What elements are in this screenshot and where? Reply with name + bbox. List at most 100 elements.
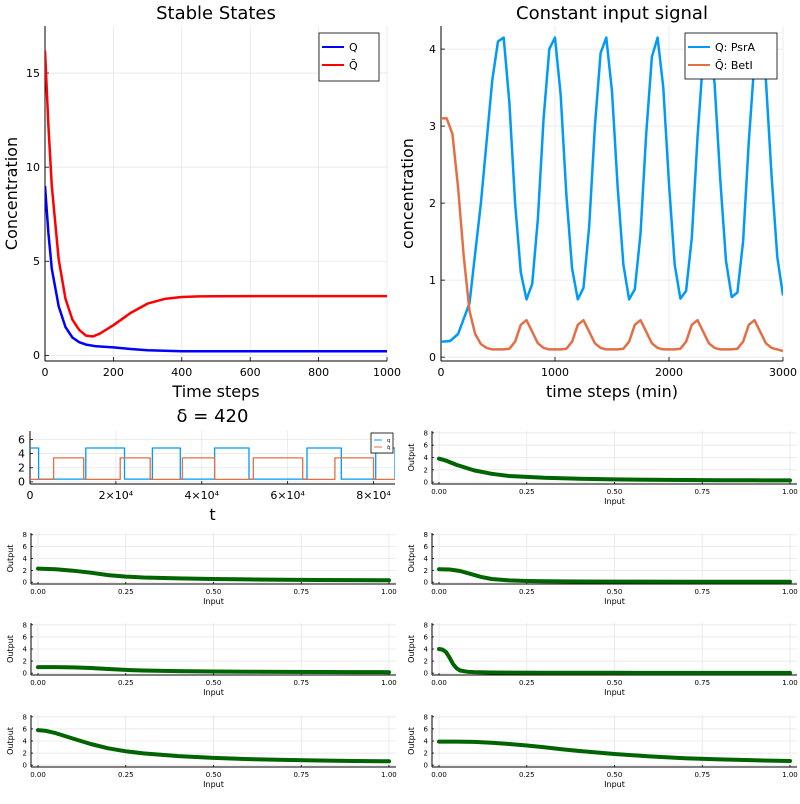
x-axis-label: Input bbox=[604, 497, 625, 506]
y-tick-label: 6 bbox=[18, 433, 25, 446]
series-line-1 bbox=[30, 447, 395, 480]
x-tick-label: 0.75 bbox=[293, 771, 309, 779]
chart-title: Stable States bbox=[156, 3, 276, 24]
y-tick-label: 2 bbox=[23, 750, 27, 758]
y-tick-label: 0 bbox=[424, 579, 428, 587]
x-tick-label: 0.00 bbox=[431, 771, 447, 779]
x-tick-label: 1.00 bbox=[782, 488, 798, 496]
x-tick-label: 200 bbox=[103, 366, 124, 379]
y-tick-label: 0 bbox=[23, 670, 27, 678]
x-tick-label: 3000 bbox=[769, 366, 797, 379]
x-tick-label: 1.00 bbox=[782, 588, 798, 596]
x-tick-label: 1.00 bbox=[381, 771, 397, 779]
x-tick-label: 0.25 bbox=[519, 488, 535, 496]
y-tick-label: 4 bbox=[18, 447, 25, 460]
y-tick-label: 6 bbox=[424, 543, 429, 551]
chart-panel-8: 0.00 0.25 0.50 0.75 1.00 0 2 4 6 8 Input Output bbox=[407, 621, 798, 697]
y-tick-label: 0 bbox=[33, 349, 40, 362]
series-line-2 bbox=[45, 50, 387, 338]
y-tick-label: 2 bbox=[424, 658, 428, 666]
x-tick-label: 0.75 bbox=[293, 588, 309, 596]
x-axis-label: time steps (min) bbox=[546, 382, 678, 401]
x-tick-label: 0.25 bbox=[519, 588, 535, 596]
x-tick-label: 4×10⁴ bbox=[184, 489, 219, 502]
legend: Q: PsrA Q̄: BetI bbox=[684, 32, 778, 80]
x-axis-label: Time steps bbox=[171, 382, 259, 401]
chart-panel-5: 0.00 0.25 0.50 0.75 1.00 0 2 4 6 8 Input Output bbox=[6, 531, 397, 606]
legend-box bbox=[318, 32, 380, 82]
chart-panel-4: 0.00 0.25 0.50 0.75 1.00 0 2 4 6 8 Input Output bbox=[407, 429, 798, 506]
series-line-1 bbox=[441, 36, 783, 343]
legend: qq̄ bbox=[370, 432, 394, 454]
x-tick-label: 0.25 bbox=[118, 588, 134, 596]
x-tick-label: 0 bbox=[42, 366, 49, 379]
series-line bbox=[36, 728, 391, 764]
x-axis-label: Input bbox=[203, 688, 224, 697]
x-tick-label: 0.75 bbox=[293, 679, 309, 687]
y-tick-label: 0 bbox=[424, 762, 428, 770]
chart-panel-2: 0 1000 2000 3000 0 1 2 3 4 time steps (min) concen… bbox=[398, 3, 797, 401]
x-tick-label: 0.25 bbox=[519, 679, 535, 687]
series-line bbox=[437, 456, 792, 483]
x-tick-label: 1.00 bbox=[381, 679, 397, 687]
y-tick-label: 6 bbox=[424, 725, 429, 733]
y-tick-label: 2 bbox=[23, 567, 27, 575]
y-tick-label: 4 bbox=[424, 454, 429, 462]
x-tick-label: 0.50 bbox=[206, 771, 222, 779]
y-tick-label: 4 bbox=[23, 737, 28, 745]
x-tick-label: 0.00 bbox=[30, 588, 46, 596]
y-axis-label: Output bbox=[6, 545, 15, 573]
x-tick-label: 0.00 bbox=[431, 679, 447, 687]
x-tick-label: 1.00 bbox=[381, 588, 397, 596]
y-tick-label: 2 bbox=[424, 567, 428, 575]
x-tick-label: 2000 bbox=[655, 366, 683, 379]
y-tick-label: 8 bbox=[424, 429, 428, 437]
y-tick-label: 15 bbox=[26, 67, 40, 80]
x-tick-label: 0.50 bbox=[607, 588, 623, 596]
y-tick-label: 4 bbox=[424, 645, 429, 653]
y-tick-label: 8 bbox=[23, 531, 27, 539]
y-tick-label: 6 bbox=[23, 543, 28, 551]
x-tick-label: 1000 bbox=[373, 366, 401, 379]
legend-label: Q bbox=[349, 41, 358, 54]
x-tick-label: 0.75 bbox=[694, 588, 710, 596]
legend-label: q bbox=[387, 438, 390, 444]
series-line-2 bbox=[441, 117, 783, 353]
y-tick-label: 2 bbox=[18, 462, 25, 475]
x-axis-label: Input bbox=[604, 688, 625, 697]
y-tick-label: 2 bbox=[23, 658, 27, 666]
chart-title: Constant input signal bbox=[516, 3, 708, 24]
series-line bbox=[437, 567, 792, 584]
y-axis-label: Output bbox=[6, 727, 15, 755]
legend-label: q̄ bbox=[387, 445, 390, 451]
y-tick-label: 0 bbox=[23, 762, 27, 770]
x-axis-label: Input bbox=[604, 780, 625, 789]
y-tick-label: 0 bbox=[23, 579, 27, 587]
y-axis-label: Output bbox=[6, 635, 15, 663]
y-axis-label: concentration bbox=[398, 138, 417, 249]
series-line bbox=[36, 566, 391, 583]
y-tick-label: 4 bbox=[424, 737, 429, 745]
x-tick-label: 0 bbox=[27, 489, 34, 502]
chart-title: δ = 420 bbox=[177, 406, 249, 427]
legend-box bbox=[684, 32, 778, 80]
x-tick-label: 0.25 bbox=[118, 679, 134, 687]
y-tick-label: 0 bbox=[18, 476, 25, 489]
legend-label: Q̄: BetI bbox=[715, 59, 753, 72]
y-tick-label: 6 bbox=[424, 442, 429, 450]
x-tick-label: 0.00 bbox=[30, 679, 46, 687]
y-tick-label: 0 bbox=[429, 351, 436, 364]
y-tick-label: 0 bbox=[424, 479, 428, 487]
x-tick-label: 0.50 bbox=[206, 588, 222, 596]
chart-panel-6: 0.00 0.25 0.50 0.75 1.00 0 2 4 6 8 Input Output bbox=[407, 531, 798, 606]
y-axis-label: Output bbox=[407, 635, 416, 663]
x-tick-label: 400 bbox=[171, 366, 192, 379]
y-axis-label: Output bbox=[407, 444, 416, 472]
x-tick-label: 0.75 bbox=[694, 488, 710, 496]
y-tick-label: 6 bbox=[23, 633, 28, 641]
series-line bbox=[437, 739, 792, 763]
x-axis-label: t bbox=[209, 505, 215, 524]
